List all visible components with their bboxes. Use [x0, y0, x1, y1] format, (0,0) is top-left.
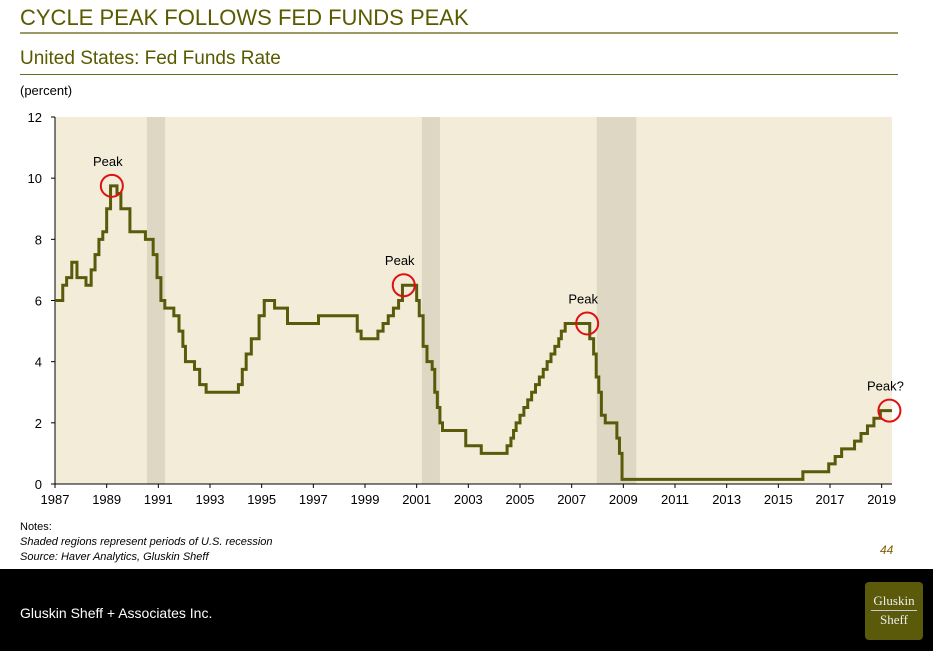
peak-circle: [99, 173, 124, 198]
y-tick-label: 8: [35, 232, 42, 247]
x-tick-label: 2017: [816, 492, 845, 507]
subtitle-rule: [20, 74, 898, 75]
logo-line-2: Sheff: [880, 612, 908, 627]
y-tick-label: 0: [35, 477, 42, 492]
x-tick-label: 1997: [299, 492, 328, 507]
peak-circle: [575, 311, 600, 336]
x-tick-label: 1999: [351, 492, 380, 507]
fed-funds-line: [55, 184, 892, 481]
x-tick-label: 2001: [402, 492, 431, 507]
company-name: Gluskin Sheff + Associates Inc.: [20, 605, 213, 621]
x-tick-label: 2019: [867, 492, 896, 507]
title-rule: [20, 32, 898, 34]
x-tick-label: 2003: [454, 492, 483, 507]
peak-label: Peak: [568, 291, 598, 306]
peak-label: Peak: [93, 154, 123, 169]
x-tick-label: 1991: [144, 492, 173, 507]
notes-line-2: Source: Haver Analytics, Gluskin Sheff: [20, 551, 209, 563]
notes-line-1: Shaded regions represent periods of U.S.…: [20, 536, 273, 548]
x-tick-label: 1993: [196, 492, 225, 507]
x-tick-label: 2007: [557, 492, 586, 507]
recession-band: [146, 117, 166, 484]
y-tick-label: 10: [28, 171, 42, 186]
recession-band: [421, 117, 440, 484]
x-tick-label: 2015: [764, 492, 793, 507]
y-axis-label: (percent): [20, 83, 73, 98]
notes: Notes: Shaded regions represent periods …: [20, 520, 273, 565]
footer: Gluskin Sheff + Associates Inc. Gluskin S…: [0, 569, 933, 651]
x-tick-label: 2005: [506, 492, 535, 507]
y-tick-label: 4: [35, 355, 42, 370]
y-tick-label: 12: [28, 110, 42, 125]
logo-line-1: Gluskin: [873, 593, 915, 608]
y-tick-label: 2: [35, 416, 42, 431]
x-tick-label: 1987: [41, 492, 70, 507]
peak-label: Peak?: [867, 379, 904, 394]
x-tick-label: 2011: [661, 492, 689, 507]
peak-circle: [877, 398, 902, 423]
x-tick-label: 1989: [92, 492, 121, 507]
x-tick-label: 1995: [247, 492, 276, 507]
peak-circle: [391, 273, 416, 298]
chart-title: United States: Fed Funds Rate: [20, 48, 281, 69]
peak-label: Peak: [385, 253, 415, 268]
company-logo: Gluskin Sheff: [865, 582, 923, 640]
plot-background: [55, 117, 892, 484]
x-tick-label: 2013: [712, 492, 741, 507]
y-tick-label: 6: [35, 294, 42, 309]
slide-title: CYCLE PEAK FOLLOWS FED FUNDS PEAK: [20, 5, 469, 30]
x-tick-label: 2009: [609, 492, 638, 507]
notes-heading: Notes:: [20, 521, 52, 533]
page-number: 44: [880, 543, 894, 557]
fed-funds-chart: 0 2 4 6 8 10 12 1987 1989 1991 1993 1995 1997 1999 200…: [28, 110, 904, 507]
